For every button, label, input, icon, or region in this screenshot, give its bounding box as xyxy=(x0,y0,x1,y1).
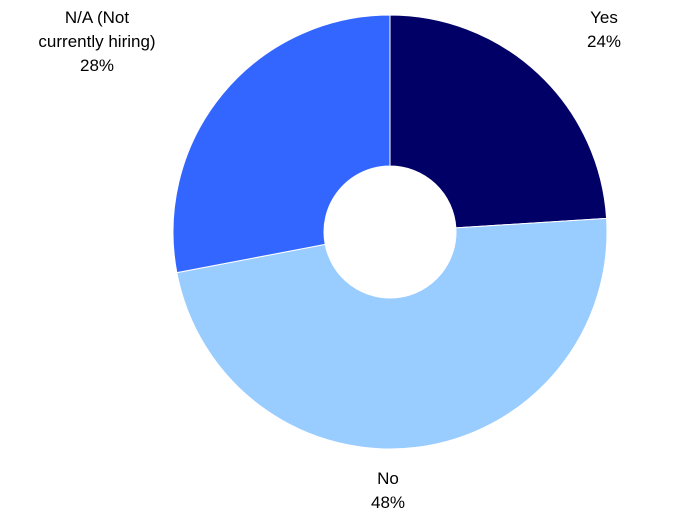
slice-label-yes-value: 24% xyxy=(586,32,622,51)
slice-label-na: N/A (Not currently hiring) 28% xyxy=(2,6,192,78)
slice-label-na-name-line1: N/A (Not xyxy=(64,8,130,27)
slice-label-na-value: 28% xyxy=(79,56,115,75)
slice-label-yes-name: Yes xyxy=(590,8,618,27)
slice-label-no: No 48% xyxy=(348,467,428,515)
slice-label-no-value: 48% xyxy=(370,493,406,512)
slice-label-yes: Yes 24% xyxy=(564,6,644,54)
slice-label-na-name-line2: currently hiring) xyxy=(38,32,156,51)
slice-no xyxy=(176,217,608,450)
slice-yes xyxy=(389,14,608,229)
slice-na xyxy=(172,14,391,274)
slice-label-no-name: No xyxy=(377,469,399,488)
